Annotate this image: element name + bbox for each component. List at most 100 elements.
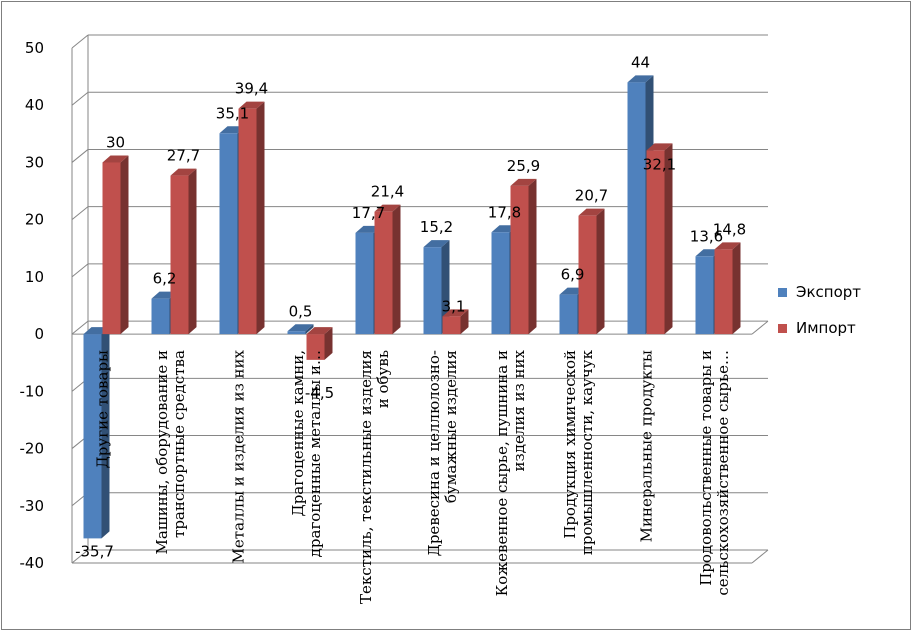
category-label: Текстиль, текстильные изделия и обувь bbox=[357, 350, 392, 604]
category-label-line: Драгоценные камни, bbox=[289, 350, 307, 516]
y-tick-label: 10 bbox=[25, 268, 44, 286]
category-label: Драгоценные камни, драгоценные металлы и… bbox=[289, 350, 324, 557]
grid-line-depth bbox=[71, 206, 89, 221]
category-label-line: Машины, оборудование и bbox=[153, 350, 171, 555]
category-label: Кожевенное сырье, пушнина и изделия из ни… bbox=[493, 349, 528, 596]
bar bbox=[374, 211, 393, 335]
bar-top bbox=[442, 309, 469, 317]
category-label: Другие товары bbox=[94, 350, 112, 468]
bar bbox=[510, 185, 529, 335]
grid-line-depth bbox=[71, 91, 89, 106]
y-tick-label: 50 bbox=[25, 39, 44, 57]
grid-line-depth bbox=[71, 149, 89, 163]
category-label-line: и обувь bbox=[374, 350, 392, 408]
bar-top bbox=[170, 168, 197, 176]
category-label-line: Продовольственные товары и bbox=[697, 350, 715, 586]
bar bbox=[627, 82, 646, 335]
data-label: -4,5 bbox=[305, 384, 334, 402]
bar bbox=[306, 334, 325, 360]
bar-side bbox=[596, 208, 605, 335]
bar bbox=[355, 232, 374, 335]
bar-side bbox=[120, 155, 129, 335]
bar bbox=[219, 133, 238, 335]
y-tick-label: 40 bbox=[25, 96, 44, 114]
bar bbox=[102, 162, 121, 335]
data-label: 0,5 bbox=[289, 302, 313, 320]
legend-label: Экспорт bbox=[796, 283, 861, 301]
data-label: 32,1 bbox=[643, 155, 676, 173]
y-tick-label: 20 bbox=[25, 211, 44, 229]
bar-side bbox=[441, 240, 450, 335]
grid-line-depth bbox=[71, 320, 89, 335]
bar-side bbox=[528, 178, 537, 335]
bar-side bbox=[460, 309, 469, 335]
bar bbox=[646, 150, 665, 335]
data-label: 27,7 bbox=[167, 147, 200, 165]
category-label-line: сельскохозяйственное сырье… bbox=[714, 350, 732, 596]
floor-edge-depth bbox=[751, 549, 769, 564]
bar-side bbox=[324, 327, 333, 360]
legend-swatch bbox=[778, 324, 787, 333]
bar bbox=[491, 232, 510, 335]
bar-side bbox=[732, 242, 741, 335]
category-label: Машины, оборудование и транспортные средс… bbox=[153, 350, 188, 555]
bar-top bbox=[646, 143, 673, 151]
grid-line-depth bbox=[71, 263, 89, 278]
bar bbox=[578, 215, 597, 335]
data-label: 20,7 bbox=[575, 187, 608, 205]
category-label: Минеральные продукты bbox=[638, 350, 656, 542]
y-tick-label: -30 bbox=[20, 497, 45, 515]
category-label: Древесина и целлюлозно-бумажные изделия bbox=[425, 350, 460, 556]
grid-line-depth bbox=[71, 34, 89, 49]
category-label: Продовольственные товары и сельскохозяйст… bbox=[697, 350, 732, 596]
data-label: -35,7 bbox=[75, 542, 114, 560]
category-label: Продукция химической промышленности, кауч… bbox=[561, 349, 596, 555]
category-label-line: Текстиль, текстильные изделия bbox=[357, 350, 375, 604]
bar-top bbox=[374, 204, 401, 212]
category-label-line: Кожевенное сырье, пушнина и bbox=[493, 350, 511, 596]
data-label: 6,9 bbox=[561, 266, 585, 284]
category-label-line: изделия из них bbox=[510, 349, 528, 471]
bar bbox=[151, 298, 170, 335]
bar-top bbox=[102, 155, 129, 163]
bar-top bbox=[714, 242, 741, 250]
bar-side bbox=[188, 168, 197, 335]
bar bbox=[238, 108, 257, 335]
bar-side bbox=[101, 327, 110, 539]
data-labels: -35,7 6,2 35,1 0,5 17,7 15,2 17,8 6,9 44 13,6 30 27… bbox=[75, 53, 746, 560]
bar-top bbox=[627, 75, 654, 83]
y-axis-ticks: -40 -30 -20 -10 0 10 20 30 40 50 bbox=[20, 39, 45, 572]
data-label: 15,2 bbox=[420, 218, 453, 236]
bar bbox=[287, 331, 306, 335]
legend-label: Импорт bbox=[796, 319, 856, 337]
data-label: 25,9 bbox=[507, 157, 540, 175]
category-label-line: промышленности, каучук bbox=[578, 349, 596, 555]
bar-side bbox=[392, 204, 401, 335]
category-label-line: драгоценные металлы и… bbox=[306, 350, 324, 557]
bar bbox=[442, 316, 461, 335]
zero-line-depth bbox=[751, 320, 769, 335]
data-label: 17,8 bbox=[488, 203, 521, 221]
bar-top bbox=[510, 178, 537, 186]
bar bbox=[170, 175, 189, 335]
category-label-line: транспортные средства bbox=[170, 350, 188, 538]
bar-side bbox=[305, 324, 314, 335]
legend: Экспорт Импорт bbox=[778, 283, 861, 337]
bar bbox=[695, 256, 714, 335]
y-tick-label: -20 bbox=[20, 440, 45, 458]
bar-top bbox=[306, 327, 333, 335]
y-tick-label: 0 bbox=[34, 325, 44, 343]
category-label-line: Минеральные продукты bbox=[638, 350, 656, 542]
bar-side bbox=[256, 101, 265, 335]
category-label-line: Другие товары bbox=[94, 350, 112, 468]
bar-top bbox=[238, 101, 265, 109]
data-label: 6,2 bbox=[153, 270, 177, 288]
legend-swatch bbox=[778, 288, 787, 297]
bars bbox=[83, 75, 741, 539]
category-label-line: Металлы и изделия из них bbox=[230, 349, 248, 563]
grid-line-depth bbox=[71, 549, 89, 564]
category-label-line: бумажные изделия bbox=[442, 350, 460, 503]
y-tick-label: -40 bbox=[20, 554, 45, 572]
y-tick-label: -10 bbox=[20, 382, 45, 400]
